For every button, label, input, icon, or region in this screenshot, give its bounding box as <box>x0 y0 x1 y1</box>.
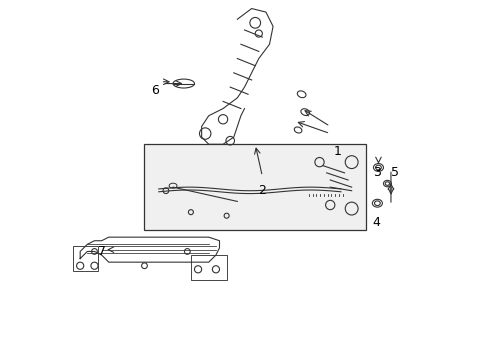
Text: 1: 1 <box>333 145 341 158</box>
Text: 6: 6 <box>151 84 159 97</box>
FancyBboxPatch shape <box>144 144 365 230</box>
Text: 2: 2 <box>258 184 266 197</box>
Text: 7: 7 <box>98 245 105 258</box>
Text: 3: 3 <box>372 166 380 179</box>
Text: 5: 5 <box>390 166 398 179</box>
Text: 4: 4 <box>372 216 380 229</box>
